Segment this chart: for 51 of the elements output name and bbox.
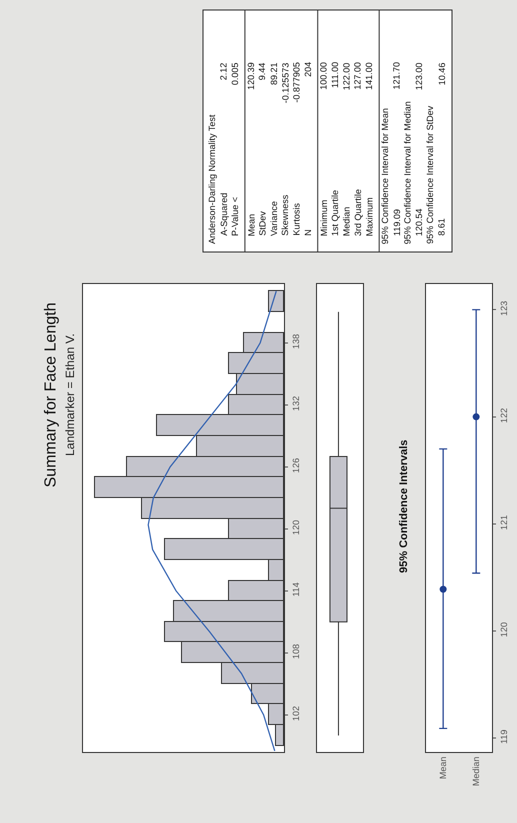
- category-label: 8.61: [436, 218, 447, 236]
- text: 127.00: [352, 62, 363, 90]
- y-tick-label: 102: [290, 706, 301, 721]
- y-tick-label: 138: [290, 334, 301, 350]
- category-label: 95% Confidence Interval for StDev: [424, 105, 435, 244]
- text: Landmarker = Ethan V.: [63, 333, 77, 456]
- y-tick-label: 120: [290, 520, 301, 536]
- text: 10.46: [437, 62, 448, 86]
- text: 9.44: [257, 62, 268, 80]
- y-tick-label: 120: [498, 622, 509, 638]
- category-label: 120.54: [414, 208, 424, 236]
- category-label: 119.09: [392, 209, 402, 236]
- y-tick-label: 122: [498, 408, 509, 423]
- text: Summary for Face Length: [42, 302, 60, 488]
- text: 89.21: [269, 62, 279, 85]
- category-label: 95% Confidence Interval for Mean: [380, 108, 390, 244]
- category-label: 3rd Quartile: [353, 189, 364, 236]
- text: 95% Confidence Intervals: [398, 440, 410, 573]
- category-label: Minimum: [319, 200, 330, 236]
- y-tick-label: 123: [498, 300, 509, 316]
- text: 122.00: [341, 62, 352, 90]
- category-label: Anderson-Darling Normality Test: [207, 114, 217, 244]
- category-label: 1st Quartile: [330, 190, 340, 236]
- category-label: Maximum: [364, 197, 374, 236]
- text: 111.00: [330, 62, 340, 88]
- text: 120.39: [246, 62, 256, 90]
- category-label: Skewness: [280, 194, 290, 236]
- y-tick-label: 114: [290, 582, 301, 597]
- category-label: 95% Confidence Interval for Median: [402, 101, 412, 244]
- text: 2.12: [218, 62, 228, 80]
- category-label: Kurtosis: [292, 202, 302, 236]
- category-label: Mean: [246, 214, 256, 236]
- category-label: Median: [341, 206, 352, 236]
- y-tick-label: 121: [498, 515, 509, 530]
- category-label: Variance: [269, 201, 279, 236]
- category-label: N: [302, 229, 313, 236]
- text: 141.00: [364, 62, 374, 90]
- text: -0.877905: [292, 62, 302, 103]
- y-tick-label: 108: [290, 644, 301, 659]
- text: 123.00: [414, 62, 424, 90]
- text: 0.005: [230, 62, 240, 86]
- category-label: A-Squared: [218, 192, 229, 236]
- category-label: P-Value <: [230, 196, 240, 236]
- text: 121.70: [392, 62, 402, 90]
- text: 100.00: [318, 62, 329, 90]
- text: 204: [302, 62, 313, 77]
- text: -0.125573: [280, 62, 290, 104]
- category-label: StDev: [258, 210, 268, 236]
- y-tick-label: 119: [498, 730, 509, 744]
- y-tick-label: 132: [290, 396, 301, 412]
- y-tick-label: 126: [290, 458, 301, 474]
